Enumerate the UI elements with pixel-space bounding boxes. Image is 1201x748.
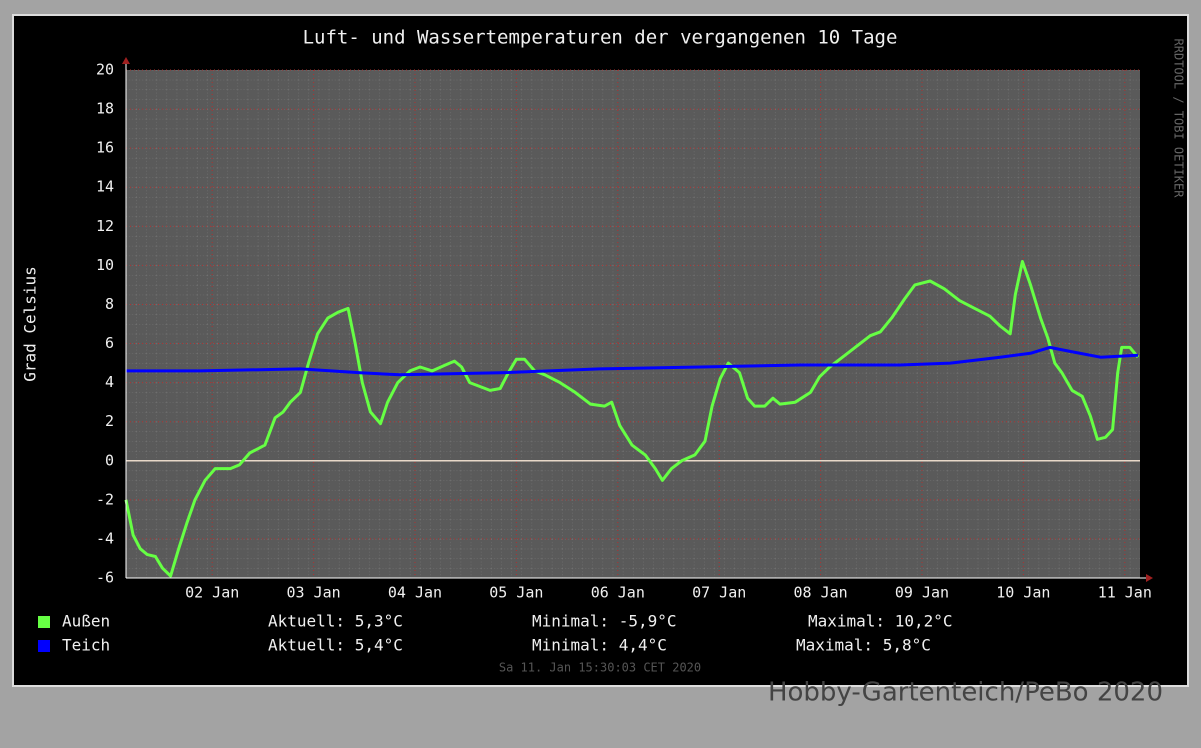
y-tick-label: 8	[105, 295, 114, 313]
x-tick-label: 07 Jan	[692, 584, 746, 602]
chart-title: Luft- und Wassertemperaturen der vergang…	[303, 27, 898, 49]
x-tick-label: 05 Jan	[489, 584, 543, 602]
side-label: RRDTOOL / TOBI OETIKER	[1172, 39, 1186, 199]
series-line	[124, 260, 1140, 578]
y-axis-label: Grad Celsius	[21, 266, 40, 382]
y-tick-label: 16	[96, 139, 114, 157]
axes	[125, 64, 1146, 579]
legend-stat: Minimal: 4,4°C	[532, 636, 667, 655]
legend-label: Außen	[62, 612, 110, 631]
x-tick-label: 10 Jan	[996, 584, 1050, 602]
y-tick-label: 14	[96, 178, 114, 196]
y-tick-label: 0	[105, 451, 114, 469]
x-tick-label: 08 Jan	[793, 584, 847, 602]
legend-stat: Maximal: 10,2°C	[808, 612, 953, 631]
y-tick-label: -2	[96, 490, 114, 508]
y-tick-label: 12	[96, 217, 114, 235]
y-tick-label: 10	[96, 256, 114, 274]
x-tick-label: 06 Jan	[591, 584, 645, 602]
x-tick-label: 11 Jan	[1098, 584, 1152, 602]
x-tick-label: 09 Jan	[895, 584, 949, 602]
legend-stat: Maximal: 5,8°C	[796, 636, 931, 655]
x-tick-label: 03 Jan	[286, 584, 340, 602]
watermark: Hobby-Gartenteich/PeBo 2020	[768, 678, 1163, 708]
legend-label: Teich	[62, 636, 110, 655]
y-tick-label: 18	[96, 100, 114, 118]
footer: Sa 11. Jan 15:30:03 CET 2020	[499, 661, 701, 675]
y-tick-label: -6	[96, 569, 114, 587]
y-tick-label: 4	[105, 373, 114, 391]
legend-stat: Aktuell: 5,3°C	[268, 612, 403, 631]
y-tick-label: 2	[105, 412, 114, 430]
legend-stat: Aktuell: 5,4°C	[268, 636, 403, 655]
lines	[124, 260, 1140, 578]
legend-stat: Minimal: -5,9°C	[532, 612, 677, 631]
series-line	[126, 345, 1139, 377]
grid	[126, 69, 1140, 579]
y-tick-label: 6	[105, 334, 114, 352]
x-tick-label: 02 Jan	[185, 584, 239, 602]
x-tick-label: 04 Jan	[388, 584, 442, 602]
y-tick-label: 20	[96, 61, 114, 79]
legend-swatch	[38, 616, 50, 628]
minor-grid	[126, 70, 1140, 578]
y-tick-label: -4	[96, 529, 114, 547]
legend-swatch	[38, 640, 50, 652]
